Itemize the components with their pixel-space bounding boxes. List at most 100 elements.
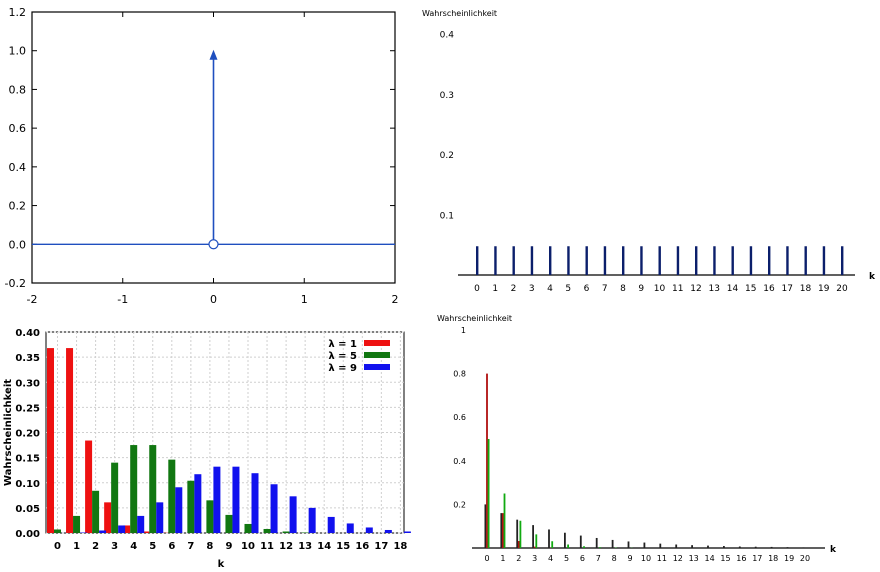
- x-tick-label: 9: [638, 284, 644, 294]
- y-tick-label: 0.25: [15, 403, 40, 414]
- x-tick-label: 10: [641, 554, 651, 563]
- legend-swatch: [364, 352, 390, 358]
- x-tick-label: 19: [784, 554, 794, 563]
- bar: [327, 516, 335, 533]
- bar: [500, 513, 503, 548]
- bar: [822, 246, 826, 275]
- chart4: [472, 373, 825, 549]
- bar: [476, 246, 479, 275]
- x-axis-title: k: [830, 545, 837, 555]
- y-tick-label: 0.6: [9, 122, 27, 135]
- bar: [137, 515, 145, 533]
- bar: [731, 246, 734, 275]
- bar: [786, 547, 789, 548]
- bar: [486, 373, 488, 548]
- bar: [346, 523, 354, 533]
- y-axis-title: Wahrscheinlichkeit: [422, 9, 497, 18]
- x-tick-label: 3: [532, 554, 537, 563]
- x-tick-label: 11: [657, 554, 667, 563]
- bar: [80, 532, 88, 533]
- bar: [516, 519, 519, 548]
- x-tick-label: 19: [818, 284, 830, 294]
- y-tick-label: 0.40: [15, 328, 40, 339]
- bar: [585, 246, 588, 275]
- bar: [111, 462, 119, 533]
- x-tick-label: 0: [54, 541, 61, 552]
- impulse-arrowhead: [209, 49, 218, 60]
- bar: [804, 246, 807, 275]
- x-tick-label: 20: [836, 284, 848, 294]
- bar: [187, 480, 195, 533]
- x-tick-label: 14: [705, 554, 715, 563]
- x-axis-title: k: [869, 272, 876, 282]
- bar: [738, 546, 741, 548]
- y-tick-label: 0.2: [9, 200, 27, 213]
- x-tick-label: 2: [516, 554, 521, 563]
- y-tick-label: 0.0: [9, 238, 27, 251]
- bar: [754, 546, 757, 548]
- bar: [549, 246, 552, 275]
- x-tick-label: 7: [602, 284, 608, 294]
- x-tick-label: -2: [27, 293, 38, 306]
- y-axis-title: Wahrscheinlichkeit: [437, 314, 512, 323]
- y-tick-label: 0.3: [440, 91, 454, 101]
- chart2: [458, 246, 855, 276]
- bar: [640, 246, 643, 275]
- x-tick-label: 13: [689, 554, 699, 563]
- bar: [149, 445, 157, 533]
- bar: [533, 546, 536, 548]
- x-tick-label: 10: [654, 284, 666, 294]
- y-tick-label: 0.4: [9, 161, 27, 174]
- x-tick-label: 6: [584, 284, 590, 294]
- x-tick-label: 0: [210, 293, 217, 306]
- x-tick-label: 0: [474, 284, 480, 294]
- legend-label: λ = 5: [328, 351, 357, 362]
- x-tick-label: -1: [117, 293, 128, 306]
- x-tick-label: 8: [620, 284, 626, 294]
- bar: [92, 490, 100, 533]
- y-tick-label: -0.2: [5, 277, 26, 290]
- x-tick-label: 10: [241, 541, 255, 552]
- y-tick-label: 0.4: [440, 30, 455, 40]
- bar: [517, 541, 520, 548]
- bar: [599, 547, 601, 548]
- bar: [365, 527, 373, 533]
- x-tick-label: 9: [628, 554, 633, 563]
- x-tick-label: 15: [745, 284, 756, 294]
- bar: [530, 246, 534, 275]
- bar: [73, 515, 81, 533]
- x-tick-label: 14: [727, 284, 739, 294]
- bar: [548, 529, 550, 548]
- bar: [270, 484, 278, 533]
- bar: [675, 544, 678, 548]
- x-tick-label: 13: [298, 541, 312, 552]
- bar: [603, 246, 607, 275]
- bar: [502, 513, 504, 548]
- bar: [770, 546, 773, 548]
- x-tick-label: 12: [279, 541, 293, 552]
- x-tick-label: 14: [317, 541, 331, 552]
- bar: [611, 539, 614, 548]
- bar: [47, 348, 54, 533]
- chart1: [31, 11, 396, 284]
- bar: [567, 246, 570, 275]
- x-tick-label: 0: [484, 554, 489, 563]
- x-tick-label: 5: [149, 541, 156, 552]
- y-tick-label: 0.1: [440, 212, 454, 222]
- bar: [194, 474, 202, 533]
- bar: [567, 544, 569, 548]
- bar: [484, 504, 487, 548]
- bar: [579, 535, 582, 548]
- bar: [251, 473, 259, 533]
- bar: [308, 507, 316, 533]
- bar: [532, 525, 534, 548]
- x-tick-label: 11: [260, 541, 274, 552]
- bar: [627, 541, 630, 548]
- legend-swatch: [364, 364, 390, 370]
- bar: [213, 466, 221, 533]
- bar: [206, 500, 214, 533]
- bar: [749, 246, 753, 275]
- bar: [622, 246, 625, 275]
- bar: [175, 487, 183, 533]
